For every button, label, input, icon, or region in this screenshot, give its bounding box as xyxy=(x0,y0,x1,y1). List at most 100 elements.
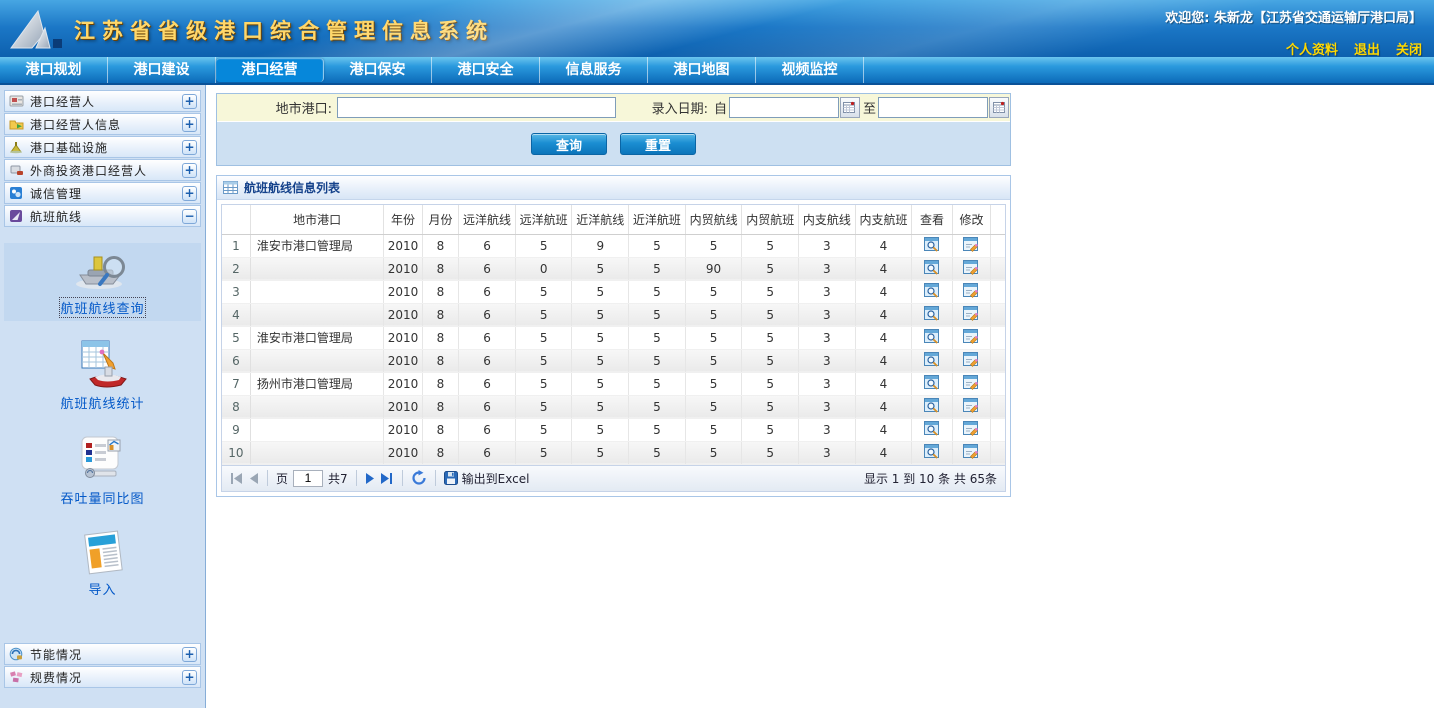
value-cell: 5 xyxy=(685,326,743,350)
nav-tab-6[interactable]: 信息服务 xyxy=(540,57,648,83)
sidebar-group-2[interactable]: 港口经营人信息 + xyxy=(4,113,201,135)
sidebar-group-toggle[interactable]: + xyxy=(182,93,197,109)
edit-cell xyxy=(952,418,992,442)
sidebar-group-6[interactable]: 航班航线 − xyxy=(4,205,201,227)
spacer-cell xyxy=(990,372,1005,396)
sidebar-group-1[interactable]: 港口经营人 + xyxy=(4,90,201,112)
view-cell xyxy=(911,395,953,419)
date-from-input[interactable] xyxy=(728,97,839,118)
sidebar-group-3[interactable]: 港口基础设施 + xyxy=(4,136,201,158)
edit-icon[interactable] xyxy=(963,351,979,367)
sidebar-shortcut-2[interactable]: 航班航线统计 xyxy=(4,334,201,416)
first-page-button[interactable] xyxy=(230,472,244,484)
view-cell xyxy=(911,303,953,327)
logout-link[interactable]: 退出 xyxy=(1353,43,1380,57)
view-icon[interactable] xyxy=(924,305,940,321)
value-cell: 3 xyxy=(798,349,856,373)
sidebar-group-label: 港口基础设施 xyxy=(30,140,109,155)
column-header: 远洋航班 xyxy=(515,205,573,235)
refresh-icon[interactable] xyxy=(411,470,427,486)
sidebar-shortcut-4[interactable]: 导入 xyxy=(4,524,201,602)
nav-tab-8[interactable]: 视频监控 xyxy=(756,57,864,83)
total-pages-label: 共7 xyxy=(328,471,348,486)
value-cell: 6 xyxy=(458,257,516,281)
column-header xyxy=(222,205,251,235)
edit-icon[interactable] xyxy=(963,236,979,252)
calendar-from-button[interactable] xyxy=(839,97,860,118)
close-link[interactable]: 关闭 xyxy=(1395,43,1422,57)
view-icon[interactable] xyxy=(924,351,940,367)
value-cell: 5 xyxy=(515,372,573,396)
sidebar-group-toggle[interactable]: + xyxy=(182,646,197,662)
page-label: 页 xyxy=(276,471,289,486)
sidebar-group-4[interactable]: 外商投资港口经营人 + xyxy=(4,159,201,181)
edit-icon[interactable] xyxy=(963,328,979,344)
value-cell: 5 xyxy=(741,234,800,258)
shortcut-label: 航班航线统计 xyxy=(60,397,145,412)
edit-icon[interactable] xyxy=(963,443,979,459)
nav-tab-2[interactable]: 港口建设 xyxy=(108,57,216,83)
sidebar-group-toggle[interactable]: + xyxy=(182,669,197,685)
value-cell: 5 xyxy=(628,372,686,396)
route-query-icon xyxy=(74,248,132,296)
view-icon[interactable] xyxy=(924,236,940,252)
sidebar-group-label: 港口经营人信息 xyxy=(30,117,122,132)
port-label: 地市港口: xyxy=(275,102,332,117)
nav-tab-1[interactable]: 港口规划 xyxy=(0,57,108,83)
profile-link[interactable]: 个人资料 xyxy=(1285,43,1338,57)
sidebar-group-toggle[interactable]: + xyxy=(182,185,197,201)
last-page-button[interactable] xyxy=(380,472,394,484)
page-number-input[interactable] xyxy=(293,469,324,487)
view-icon[interactable] xyxy=(924,282,940,298)
view-icon[interactable] xyxy=(924,397,940,413)
welcome-text: 欢迎您: 朱新龙【江苏省交通运输厅港口局】 xyxy=(1165,11,1422,26)
export-excel-button[interactable]: 输出到Excel xyxy=(443,470,530,487)
nav-tab-3[interactable]: 港口经营 xyxy=(216,58,324,82)
nav-tab-5[interactable]: 港口安全 xyxy=(432,57,540,83)
port-cell xyxy=(250,418,385,442)
edit-icon[interactable] xyxy=(963,420,979,436)
sidebar-group-toggle[interactable]: + xyxy=(182,116,197,132)
next-page-button[interactable] xyxy=(365,472,375,484)
value-cell: 5 xyxy=(741,257,800,281)
edit-cell xyxy=(952,441,992,465)
view-icon[interactable] xyxy=(924,443,940,459)
nav-tab-4[interactable]: 港口保安 xyxy=(324,57,432,83)
sidebar-group-toggle[interactable]: − xyxy=(182,208,197,224)
port-input[interactable] xyxy=(337,97,616,118)
sidebar-shortcut-3[interactable]: 吞吐量同比图 xyxy=(4,429,201,511)
sidebar-group-5[interactable]: 诚信管理 + xyxy=(4,182,201,204)
edit-icon[interactable] xyxy=(963,259,979,275)
date-to-input[interactable] xyxy=(878,97,988,118)
calendar-to-button[interactable] xyxy=(989,97,1009,118)
view-icon[interactable] xyxy=(924,259,940,275)
sidebar-group-toggle[interactable]: + xyxy=(182,162,197,178)
value-cell: 5 xyxy=(628,280,686,304)
nav-tab-7[interactable]: 港口地图 xyxy=(648,57,756,83)
sidebar: 港口经营人 + 港口经营人信息 + 港口基础设施 + 外商投资港口经营人 + 诚信管理 + 航班航线… xyxy=(0,85,206,708)
sidebar-group-bottom-1[interactable]: 节能情况 + xyxy=(4,643,201,665)
value-cell: 4 xyxy=(855,303,913,327)
value-cell: 2010 xyxy=(383,418,423,442)
sidebar-group-bottom-2[interactable]: 规费情况 + xyxy=(4,666,201,688)
spacer-cell xyxy=(990,395,1005,419)
sidebar-group-toggle[interactable]: + xyxy=(182,139,197,155)
value-cell: 5 xyxy=(741,280,800,304)
edit-icon[interactable] xyxy=(963,305,979,321)
list-panel: 航班航线信息列表 地市港口 年份 月份 远洋航线 远洋航班 近洋航线 近洋航班 内贸航线 内贸航… xyxy=(216,175,1011,497)
query-button[interactable]: 查询 xyxy=(531,133,607,155)
edit-icon[interactable] xyxy=(963,397,979,413)
edit-icon[interactable] xyxy=(963,282,979,298)
view-cell xyxy=(911,372,953,396)
view-icon[interactable] xyxy=(924,374,940,390)
edit-icon[interactable] xyxy=(963,374,979,390)
view-icon[interactable] xyxy=(924,420,940,436)
export-excel-label: 输出到Excel xyxy=(461,471,530,486)
app-header: 江苏省省级港口综合管理信息系统 欢迎您: 朱新龙【江苏省交通运输厅港口局】 个人… xyxy=(0,0,1434,57)
reset-button[interactable]: 重置 xyxy=(620,133,696,155)
value-cell: 3 xyxy=(798,372,856,396)
view-icon[interactable] xyxy=(924,328,940,344)
sidebar-shortcut-1[interactable]: 航班航线查询 xyxy=(4,243,201,321)
prev-page-button[interactable] xyxy=(249,472,259,484)
spacer-cell xyxy=(990,349,1005,373)
